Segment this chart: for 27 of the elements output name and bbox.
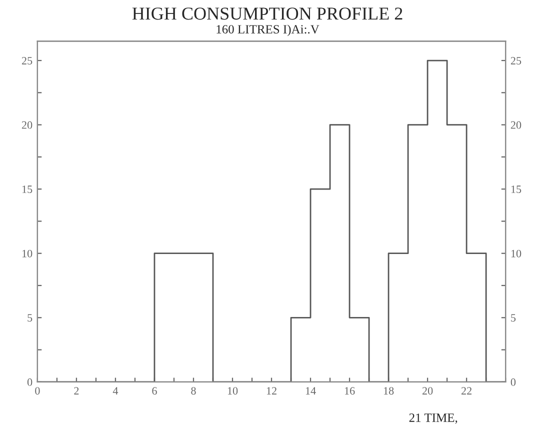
y-tick-label: 15 <box>22 186 32 194</box>
x-tick-label: 18 <box>384 387 394 395</box>
x-tick-label: 8 <box>191 387 196 395</box>
x-tick-label: 4 <box>112 387 118 394</box>
chart-title: HIGH CONSUMPTION PROFILE 2 <box>132 8 402 20</box>
x-tick-label: 20 <box>422 387 433 395</box>
y2-tick-label: 25 <box>510 57 522 64</box>
chart-subtitle: 160 LITRES I)Ai:.V <box>216 24 320 36</box>
x-axis-title: 21 TIME, <box>409 414 458 424</box>
y2-tick-label: 0 <box>510 378 516 386</box>
y-tick-label: 0 <box>27 378 32 386</box>
x-tick-label: 22 <box>461 387 472 394</box>
y2-tick-label: 20 <box>510 121 522 129</box>
y-tick-label: 5 <box>28 314 32 322</box>
y-tick-label: 25 <box>22 57 32 64</box>
y-tick-label: 20 <box>22 121 32 129</box>
x-tick-label: 0 <box>35 387 40 395</box>
y2-tick-label: 5 <box>511 314 516 322</box>
x-tick-label: 16 <box>344 387 355 395</box>
x-tick-label: 14 <box>306 387 316 394</box>
x-tick-label: 12 <box>266 387 276 394</box>
y2-tick-label: 15 <box>511 186 522 194</box>
x-tick-label: 2 <box>74 387 79 394</box>
y-tick-label: 10 <box>22 250 32 258</box>
x-tick-label: 10 <box>228 387 238 395</box>
y2-tick-label: 10 <box>511 250 522 258</box>
x-tick-label: 6 <box>152 387 157 395</box>
